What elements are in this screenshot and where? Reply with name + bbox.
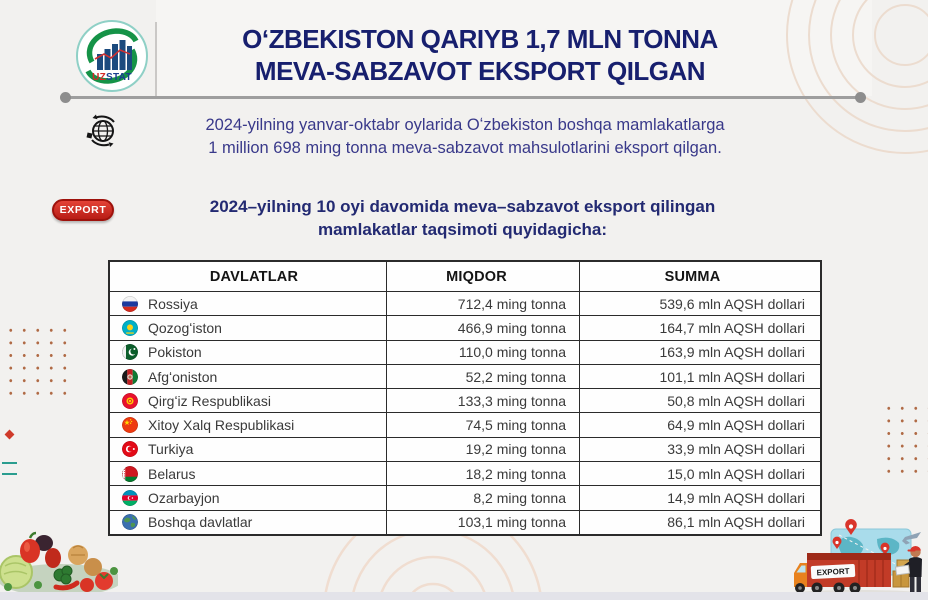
value-cell: 86,1 mln AQSH dollari [667, 514, 805, 531]
amount-cell: 712,4 ming tonna [387, 292, 580, 316]
table-row: Qozogʻiston 466,9 ming tonna 164,7 mln AQS… [110, 316, 820, 341]
export-badge: EXPORT [52, 199, 114, 221]
country-cell: Belarus [110, 462, 387, 486]
divider-dot-left [60, 92, 71, 103]
country-cell: Boshqa davlatlar [110, 510, 387, 534]
amount-cell: 52,2 ming tonna [387, 364, 580, 389]
value-cell: 50,8 mln AQSH dollari [667, 392, 805, 409]
logo-stat-text: STAT [106, 72, 132, 83]
title-line-1: OʻZBEKISTON QARIYB 1,7 MLN TONNA [242, 24, 718, 54]
header-davlatlar: DAVLATLAR [110, 262, 387, 291]
country-cell: Qozogʻiston [110, 316, 387, 340]
amount-cell: 133,3 ming tonna [387, 389, 580, 413]
divider-dot-right [855, 92, 866, 103]
country-name: Rossiya [148, 295, 198, 312]
header-miqdor: MIQDOR [387, 262, 580, 291]
dot-grid-right [882, 402, 928, 474]
logo-uz-text: UZ [92, 72, 107, 83]
flag-china-icon [122, 417, 138, 434]
intro-line-2: 1 million 698 ming tonna meva-sabzavot m… [208, 139, 722, 157]
table-row: Belarus 18,2 ming tonna 15,0 mln AQSH doll… [110, 462, 820, 487]
title-panel [156, 0, 872, 96]
country-cell: Qirgʻiz Respublikasi [110, 389, 387, 413]
amount-cell: 110,0 ming tonna [387, 340, 580, 364]
country-name: Qozogʻiston [148, 319, 222, 336]
country-name: Boshqa davlatlar [148, 514, 253, 531]
intro-text: 2024-yilning yanvar-oktabr oylarida Oʻzb… [100, 114, 830, 160]
country-name: Afgʻoniston [148, 368, 218, 385]
flag-pakistan-icon [122, 344, 138, 361]
page-title: OʻZBEKISTON QARIYB 1,7 MLN TONNA MEVA-SA… [165, 23, 795, 87]
value-cell: 164,7 mln AQSH dollari [659, 319, 805, 336]
table-row: Boshqa davlatlar 103,1 ming tonna 86,1 mln… [110, 510, 820, 534]
country-name: Turkiya [148, 441, 194, 458]
header-summa: SUMMA [664, 268, 721, 285]
amount-cell: 8,2 ming tonna [387, 486, 580, 510]
header-separator-line [155, 22, 157, 96]
country-name: Ozarbayjon [148, 490, 220, 507]
bar-chart-logo-icon [85, 28, 139, 84]
value-cell: 15,0 mln AQSH dollari [667, 465, 805, 482]
country-cell: Xitoy Xalq Respublikasi [110, 413, 387, 437]
table-body: Rossiya 712,4 ming tonna 539,6 mln AQSH do… [110, 292, 820, 534]
dot-grid-left [4, 324, 72, 398]
globe-export-icon [86, 114, 115, 147]
amount-cell: 74,5 ming tonna [387, 413, 580, 437]
uzstat-logo: UZSTAT [76, 20, 148, 92]
amount-cell: 466,9 ming tonna [387, 316, 580, 340]
title-line-2: MEVA-SABZAVOT EKSPORT QILGAN [254, 56, 706, 86]
arc-decoration-bottom [324, 534, 542, 592]
header-divider-line [65, 96, 861, 99]
heading-line-2: mamlakatlar taqsimoti quyidagicha: [317, 220, 608, 239]
value-cell: 101,1 mln AQSH dollari [659, 368, 805, 385]
export-table: DAVLATLAR MIQDOR SUMMA Rossiya 712,4 ming… [108, 260, 822, 536]
flag-belarus-icon [122, 465, 138, 482]
bottom-strip [0, 592, 928, 600]
value-cell: 33,9 mln AQSH dollari [667, 441, 805, 458]
amount-cell: 18,2 ming tonna [387, 462, 580, 486]
country-cell: Afgʻoniston [110, 364, 387, 389]
country-name: Xitoy Xalq Respublikasi [148, 417, 295, 434]
table-row: Pokiston 110,0 ming tonna 163,9 mln AQSH d… [110, 340, 820, 365]
amount-cell: 19,2 ming tonna [387, 437, 580, 462]
table-row: Xitoy Xalq Respublikasi 74,5 ming tonna 64… [110, 413, 820, 438]
export-truck-illustration: EXPORT [794, 519, 923, 596]
table-row: Afgʻoniston 52,2 ming tonna 101,1 mln AQSH… [110, 364, 820, 390]
truck-export-label: EXPORT [816, 567, 849, 578]
country-cell: Rossiya [110, 292, 387, 316]
section-heading: 2024–yilning 10 oyi davomida meva–sabzav… [115, 195, 810, 241]
table-row: Qirgʻiz Respublikasi 133,3 ming tonna 50,8… [110, 389, 820, 414]
value-cell: 163,9 mln AQSH dollari [659, 344, 805, 361]
country-cell: Pokiston [110, 340, 387, 364]
table-row: Turkiya 19,2 ming tonna 33,9 mln AQSH doll… [110, 437, 820, 463]
value-cell: 14,9 mln AQSH dollari [667, 490, 805, 507]
amount-cell: 103,1 ming tonna [387, 510, 580, 534]
intro-line-1: 2024-yilning yanvar-oktabr oylarida Oʻzb… [205, 116, 725, 134]
flag-kazakhstan-icon [122, 319, 138, 336]
country-name: Pokiston [148, 344, 202, 361]
value-cell: 64,9 mln AQSH dollari [667, 417, 805, 434]
teal-lines-decoration [2, 462, 17, 475]
flag-russia-icon [122, 295, 138, 312]
table-header-row: DAVLATLAR MIQDOR SUMMA [110, 262, 820, 292]
logo-wordmark: UZSTAT [76, 72, 148, 83]
flag-afghanistan-icon [122, 368, 138, 385]
worker-figure [894, 545, 923, 595]
flag-turkey-icon [122, 441, 138, 458]
value-cell: 539,6 mln AQSH dollari [659, 295, 805, 312]
country-cell: Turkiya [110, 437, 387, 462]
red-diamond-decoration [4, 429, 15, 440]
table-row: Ozarbayjon 8,2 ming tonna 14,9 mln AQSH do… [110, 486, 820, 511]
vegetables-photo [0, 531, 118, 592]
heading-line-1: 2024–yilning 10 oyi davomida meva–sabzav… [209, 197, 716, 216]
table-row: Rossiya 712,4 ming tonna 539,6 mln AQSH do… [110, 292, 820, 317]
flag-globe-icon [122, 514, 138, 531]
country-name: Qirgʻiz Respublikasi [148, 392, 271, 409]
country-cell: Ozarbayjon [110, 486, 387, 510]
flag-azerbaijan-icon [122, 490, 138, 507]
flag-kyrgyzstan-icon [122, 392, 138, 409]
country-name: Belarus [148, 465, 196, 482]
